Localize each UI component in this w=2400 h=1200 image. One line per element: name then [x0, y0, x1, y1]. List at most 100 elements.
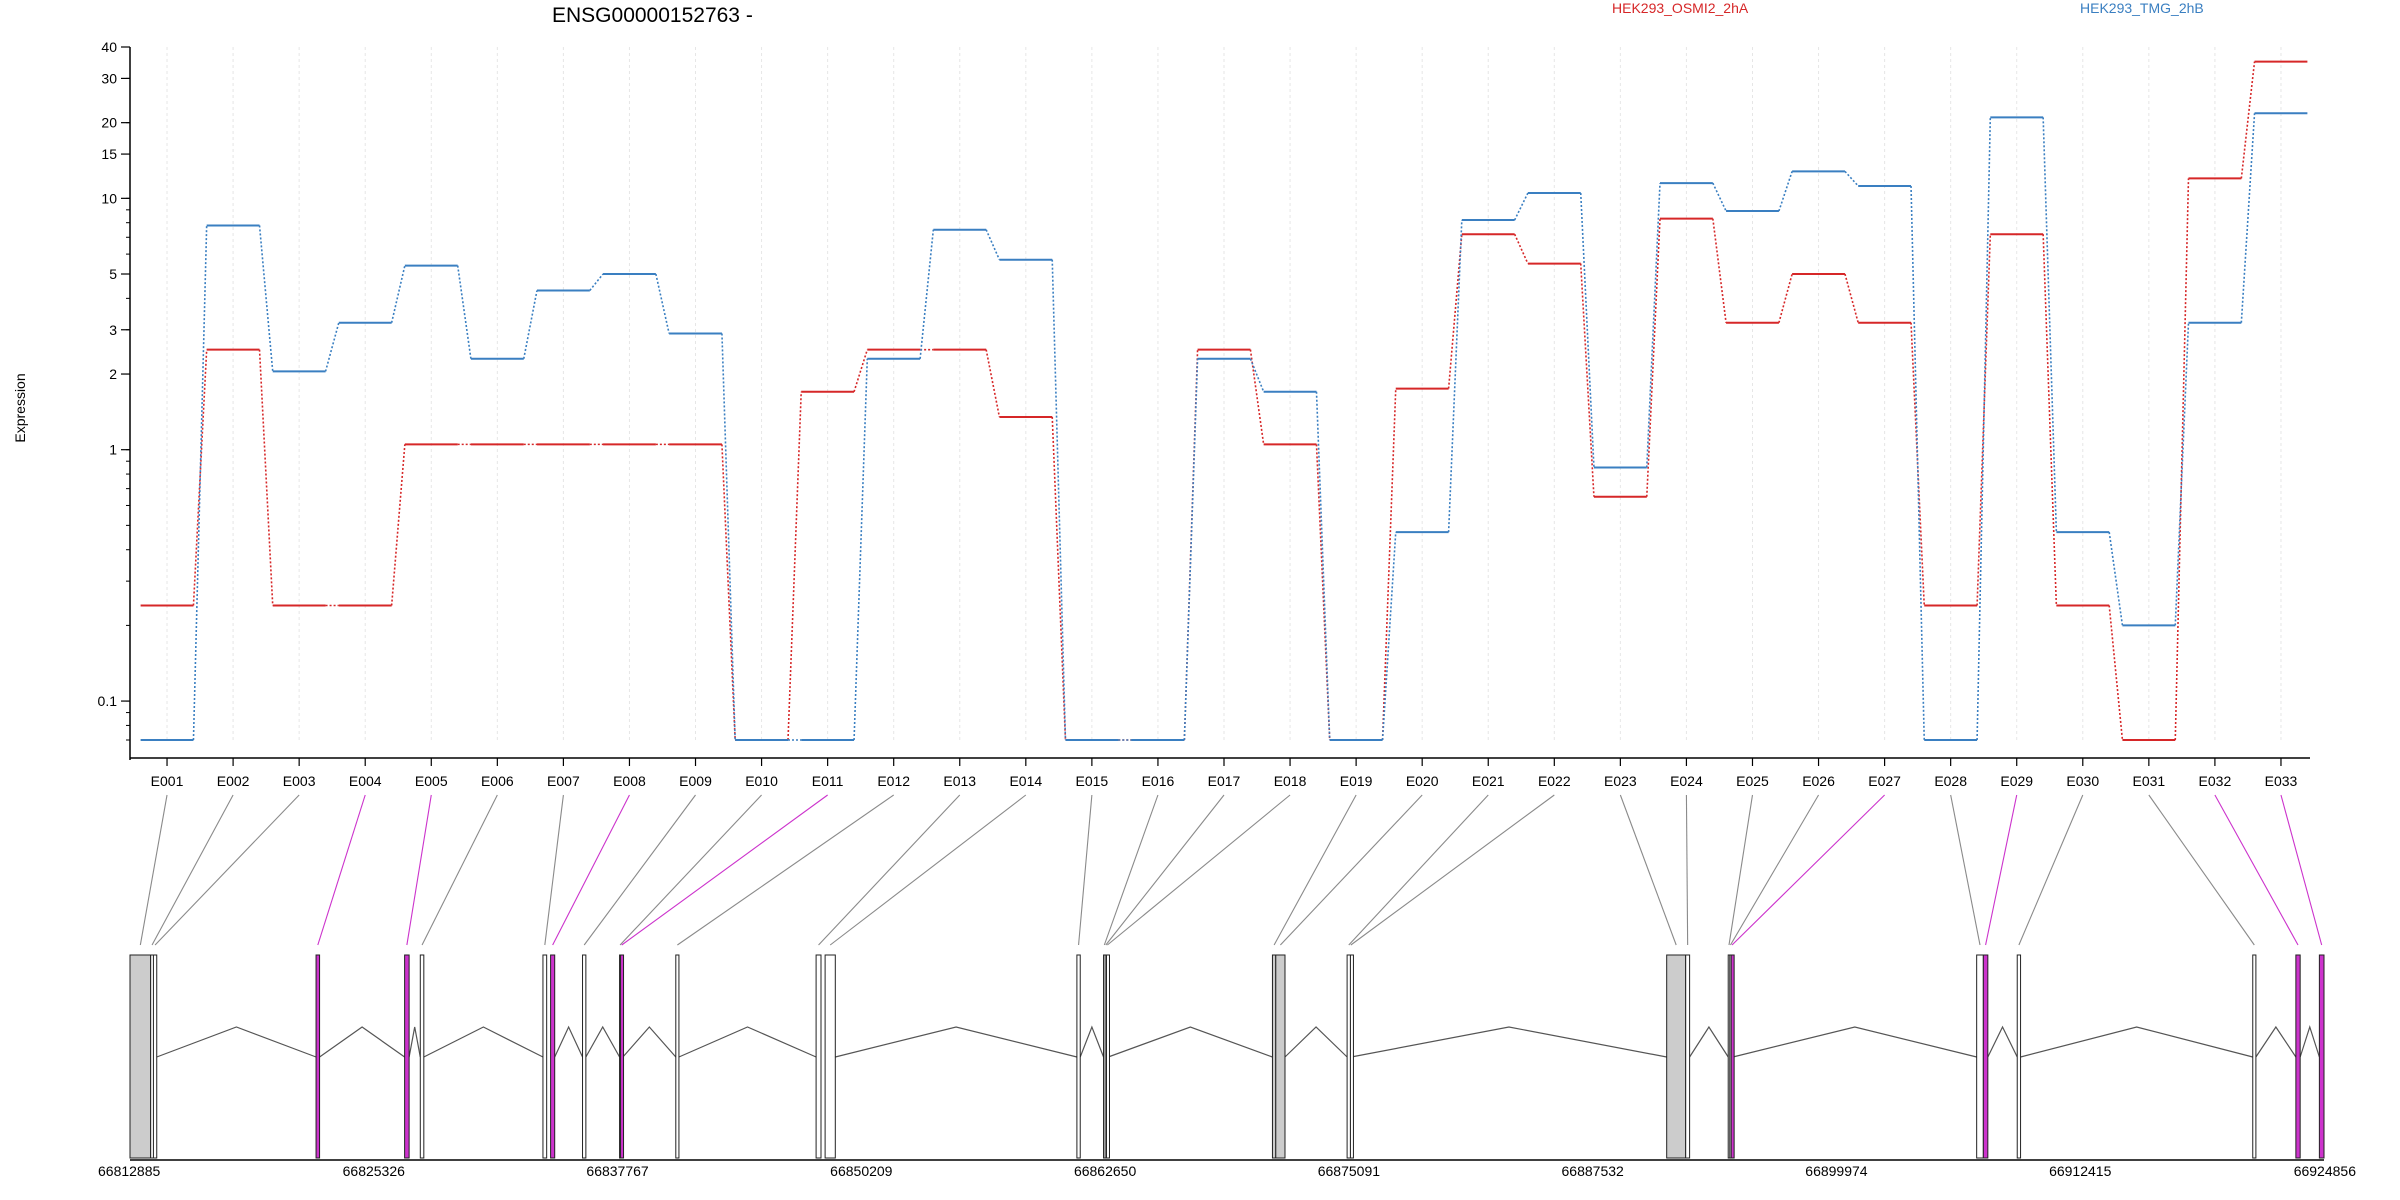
x-tick-label-e021: E021	[1472, 773, 1505, 789]
x-tick-label-e028: E028	[1934, 773, 1967, 789]
intron-line	[678, 1026, 817, 1058]
x-tick-label-e022: E022	[1538, 773, 1571, 789]
exon-box-e014	[824, 954, 836, 1159]
y-tick-label: 1	[109, 442, 117, 458]
x-tick-label-e016: E016	[1142, 773, 1175, 789]
x-tick-label-e027: E027	[1868, 773, 1901, 789]
y-tick-label: 2	[109, 366, 117, 382]
intron-line	[2255, 1025, 2297, 1058]
x-tick-label-e007: E007	[547, 773, 580, 789]
connector-e032	[2214, 794, 2299, 946]
x-tick-label-e008: E008	[613, 773, 646, 789]
connector-e012	[677, 794, 895, 946]
exon-box-e028	[1976, 954, 1984, 1159]
connector-e009	[583, 794, 696, 946]
y-tick-label: 5	[109, 266, 117, 282]
exon-box-e020	[1275, 954, 1286, 1159]
intron-line	[319, 1026, 405, 1058]
x-tick-label-e031: E031	[2132, 773, 2165, 789]
y-tick-label: 0.1	[98, 693, 118, 709]
x-tick-label-e004: E004	[349, 773, 382, 789]
x-tick-label-e009: E009	[679, 773, 712, 789]
series-0	[140, 60, 2308, 741]
x-tick-label-e013: E013	[943, 773, 976, 789]
legend-entry-osmi2: HEK293_OSMI2_2hA	[1612, 0, 1749, 16]
exon-box-e033	[2318, 954, 2325, 1159]
coordinate-label: 66887532	[1562, 1163, 1625, 1179]
x-tick-label-e032: E032	[2199, 773, 2232, 789]
exon-box-e013	[815, 954, 822, 1159]
y-tick-label: 15	[101, 146, 117, 162]
y-tick-label: 10	[101, 190, 117, 206]
connector-e006	[421, 794, 498, 946]
exon-box-e012	[675, 954, 680, 1159]
intron-line	[554, 1025, 584, 1058]
grid-lines	[166, 47, 2282, 740]
coordinate-label: 66924856	[2294, 1163, 2357, 1179]
exon-box-e032	[2295, 954, 2301, 1159]
exon-box-e030	[2016, 954, 2022, 1159]
axes: 0.1 1 2 3 5 10 15 20 30 40 E001 E002 E003 E004 E005 E00…	[98, 39, 2310, 789]
exon-box-e009	[582, 954, 587, 1159]
intron-line	[622, 1026, 677, 1058]
coordinate-label: 66850209	[830, 1163, 893, 1179]
series-transition-line	[192, 113, 2256, 741]
x-tick-label-e003: E003	[283, 773, 316, 789]
y-tick-label: 30	[101, 70, 117, 86]
intron-line	[1284, 1026, 1348, 1058]
exon-box-e005	[404, 954, 410, 1159]
connector-e022	[1350, 794, 1555, 946]
exon-connector-lines	[139, 794, 2323, 946]
intron-line	[2020, 1026, 2253, 1058]
connector-e008	[552, 794, 630, 946]
x-tick-label-e025: E025	[1736, 773, 1769, 789]
exon-box-e008	[550, 954, 556, 1159]
intron-line	[156, 1026, 317, 1058]
x-tick-label-e023: E023	[1604, 773, 1637, 789]
connector-e030	[2018, 794, 2084, 946]
coordinate-label: 66837767	[586, 1163, 649, 1179]
x-tick-label-e017: E017	[1208, 773, 1241, 789]
x-tick-label-e006: E006	[481, 773, 514, 789]
y-tick-label: 3	[109, 322, 117, 338]
connector-e015	[1078, 794, 1093, 946]
connector-e016	[1103, 794, 1159, 946]
exon-box-e015	[1076, 954, 1081, 1159]
connector-e004	[317, 794, 366, 946]
coordinate-label: 66875091	[1318, 1163, 1381, 1179]
intron-line	[1732, 1026, 1977, 1058]
connector-e007	[544, 794, 564, 946]
connector-e003	[154, 794, 300, 946]
genomic-coordinate-axis: 66812885 66825326 66837767 66850209 66862650…	[98, 1159, 2357, 1179]
exon-box-e027	[1730, 954, 1735, 1159]
exon-box-e029	[1982, 954, 1989, 1159]
intron-line	[835, 1026, 1078, 1058]
exon-box-e024	[1685, 954, 1691, 1159]
coordinate-label: 66825326	[343, 1163, 406, 1179]
x-tick-label-e024: E024	[1670, 773, 1703, 789]
connector-e020	[1279, 794, 1423, 946]
x-tick-label-e010: E010	[745, 773, 778, 789]
exon-box-e011	[620, 954, 625, 1159]
x-tick-label-e002: E002	[217, 773, 250, 789]
exon-box-e007	[542, 954, 548, 1159]
connector-e005	[406, 794, 432, 946]
intron-line	[2299, 1025, 2320, 1058]
x-tick-label-e029: E029	[2000, 773, 2033, 789]
x-tick-label-e026: E026	[1802, 773, 1835, 789]
x-tick-label-e001: E001	[151, 773, 184, 789]
exon-box-e004	[315, 954, 321, 1159]
connector-e002	[151, 794, 234, 946]
x-tick-label-e015: E015	[1076, 773, 1109, 789]
x-tick-label-e020: E020	[1406, 773, 1439, 789]
exon-box-e022	[1349, 954, 1354, 1159]
x-tick-label-e005: E005	[415, 773, 448, 789]
gene-model	[129, 954, 2325, 1159]
connector-e011	[621, 794, 828, 946]
connector-e026	[1729, 794, 1820, 946]
intron-line	[1987, 1025, 2018, 1058]
x-tick-label-e018: E018	[1274, 773, 1307, 789]
connector-e028	[1950, 794, 1981, 946]
intron-line	[408, 1026, 421, 1058]
